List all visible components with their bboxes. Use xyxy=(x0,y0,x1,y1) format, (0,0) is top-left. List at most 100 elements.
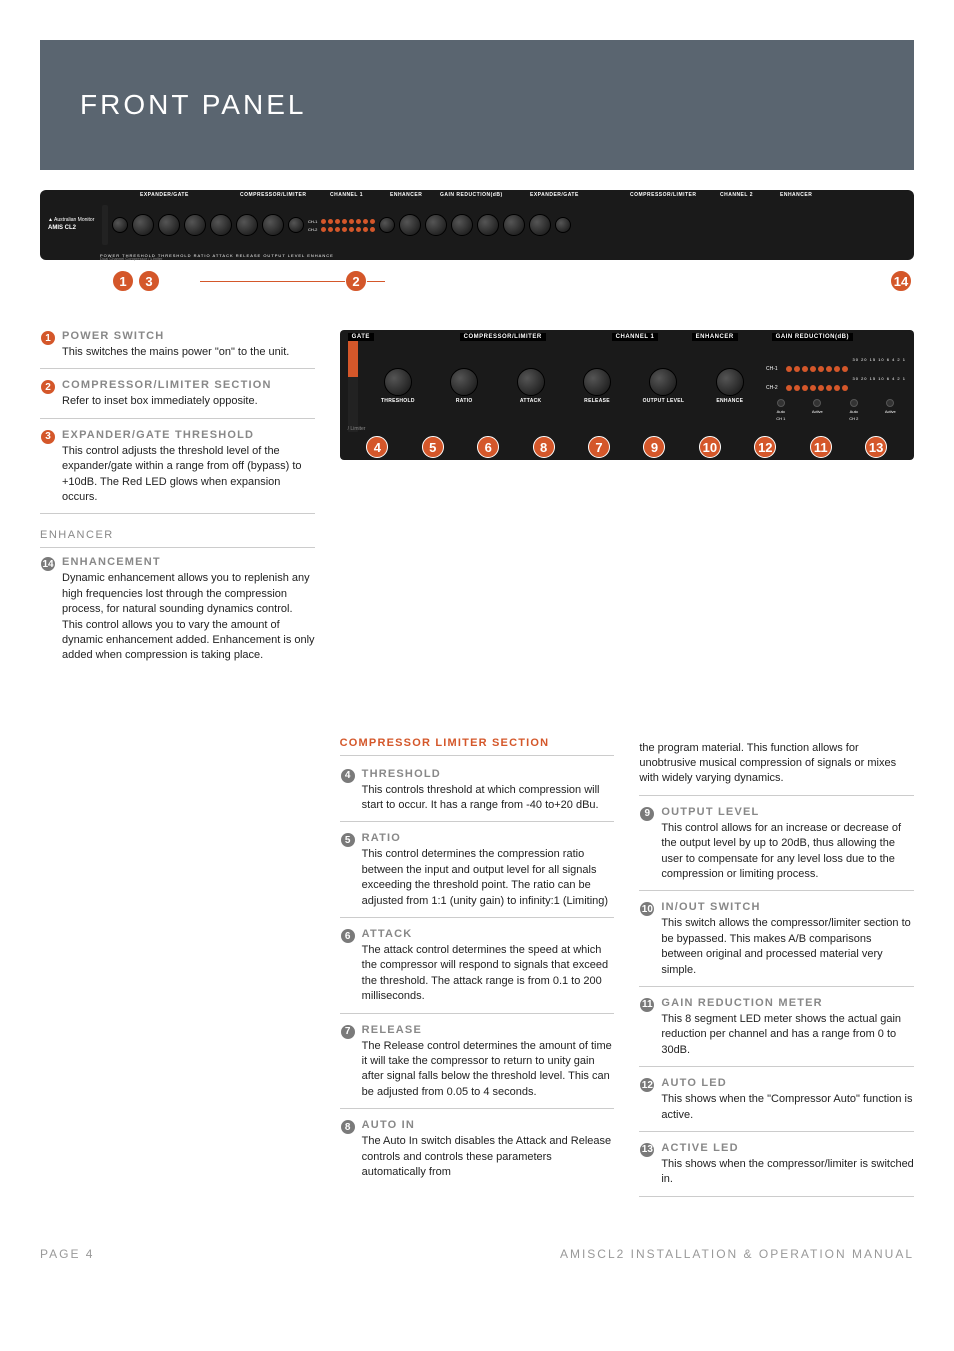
item-active-led: 13 ACTIVE LED This shows when the compre… xyxy=(639,1142,914,1197)
front-panel-full-image: EXPANDER/GATE COMPRESSOR/LIMITER CHANNEL… xyxy=(40,190,914,260)
item-in-out-switch: 10 IN/OUT SWITCH This switch allows the … xyxy=(639,901,914,987)
item-title: EXPANDER/GATE THRESHOLD xyxy=(62,429,315,441)
callout-11: 11 xyxy=(810,436,832,458)
item-title: OUTPUT LEVEL xyxy=(661,806,914,818)
item-text: Dynamic enhancement allows you to replen… xyxy=(62,571,315,663)
sect-label: EXPANDER/GATE xyxy=(530,192,579,198)
subhead-enhancer: ENHANCER xyxy=(40,529,315,548)
inset-callouts: 4 5 6 8 7 9 10 12 11 13 xyxy=(340,436,914,458)
callout-4: 4 xyxy=(366,436,388,458)
item-title: RELEASE xyxy=(362,1024,615,1036)
item-title: RATIO xyxy=(362,832,615,844)
callout-13: 13 xyxy=(865,436,887,458)
knob xyxy=(529,214,551,236)
manual-title: AMISCL2 INSTALLATION & OPERATION MANUAL xyxy=(560,1247,914,1261)
right-column: the program material. This function allo… xyxy=(639,707,914,1207)
item-title: IN/OUT SWITCH xyxy=(661,901,914,913)
item-text: The attack control determines the speed … xyxy=(362,943,615,1005)
knob xyxy=(158,214,180,236)
item-text: This shows when the compressor/limiter i… xyxy=(661,1157,914,1188)
knob xyxy=(503,214,525,236)
item-title: POWER SWITCH xyxy=(62,330,315,342)
item-text: Refer to inset box immediately opposite. xyxy=(62,394,315,409)
badge-6: 6 xyxy=(340,928,356,944)
item-attack: 6 ATTACK The attack control determines t… xyxy=(340,928,615,1014)
callout-6: 6 xyxy=(477,436,499,458)
item-text: This control adjusts the threshold level… xyxy=(62,444,315,506)
knob xyxy=(555,217,571,233)
item-text: The Auto In switch disables the Attack a… xyxy=(362,1134,615,1180)
sect-label: COMPRESSOR/LIMITER xyxy=(630,192,697,198)
item-text: This switch allows the compressor/limite… xyxy=(661,916,914,978)
item-text: This control determines the compression … xyxy=(362,847,615,909)
callout-7: 7 xyxy=(588,436,610,458)
badge-10: 10 xyxy=(639,901,655,917)
callout-14: 14 xyxy=(890,270,912,292)
callout-1: 1 xyxy=(112,270,134,292)
sect-label: CHANNEL 1 xyxy=(330,192,363,198)
item-title: COMPRESSOR/LIMITER SECTION xyxy=(62,379,315,391)
item-text: This control allows for an increase or d… xyxy=(661,821,914,883)
header-band: FRONT PANEL xyxy=(40,40,914,170)
knob xyxy=(451,214,473,236)
page-footer: PAGE 4 AMISCL2 INSTALLATION & OPERATION … xyxy=(40,1247,914,1261)
gate-led-bar xyxy=(348,340,358,432)
item-title: GAIN REDUCTION METER xyxy=(661,997,914,1009)
left-column: 1 POWER SWITCH This switches the mains p… xyxy=(40,330,315,682)
knob-threshold: THRESHOLD xyxy=(368,368,428,404)
knob xyxy=(236,214,258,236)
callout-8: 8 xyxy=(533,436,555,458)
callout-12: 12 xyxy=(754,436,776,458)
model-line: Dual Channel Compressor / Limiter xyxy=(100,256,162,261)
item-title: THRESHOLD xyxy=(362,768,615,780)
item-text: This shows when the "Compressor Auto" fu… xyxy=(661,1092,914,1123)
inset-label-enh: ENHANCER xyxy=(692,333,738,341)
inset-label-comp: COMPRESSOR/LIMITER xyxy=(460,333,546,341)
knob xyxy=(477,214,499,236)
item-auto-in: 8 AUTO IN The Auto In switch disables th… xyxy=(340,1119,615,1188)
badge-4: 4 xyxy=(340,768,356,784)
sect-label: GAIN REDUCTION(dB) xyxy=(440,192,503,198)
item-title: ENHANCEMENT xyxy=(62,556,315,568)
badge-9: 9 xyxy=(639,806,655,822)
item-enhancement: 14 ENHANCEMENT Dynamic enhancement allow… xyxy=(40,556,315,671)
page-number: PAGE 4 xyxy=(40,1247,94,1261)
content-grid: 1 POWER SWITCH This switches the mains p… xyxy=(40,330,914,1207)
item-power-switch: 1 POWER SWITCH This switches the mains p… xyxy=(40,330,315,369)
knob xyxy=(210,214,232,236)
item-ratio: 5 RATIO This control determines the comp… xyxy=(340,832,615,918)
knob-release: RELEASE xyxy=(567,368,627,404)
item-expander-gate-threshold: 3 EXPANDER/GATE THRESHOLD This control a… xyxy=(40,429,315,515)
item-auto-led: 12 AUTO LED This shows when the "Compres… xyxy=(639,1077,914,1132)
badge-1: 1 xyxy=(40,330,56,346)
knob xyxy=(184,214,206,236)
inset-sub: / Limiter xyxy=(348,426,366,432)
knob-attack: ATTACK xyxy=(500,368,560,404)
badge-11: 11 xyxy=(639,997,655,1013)
badge-7: 7 xyxy=(340,1024,356,1040)
page-title: FRONT PANEL xyxy=(80,89,306,121)
inset-label-ch: CHANNEL 1 xyxy=(612,333,659,341)
item-text: The Release control determines the amoun… xyxy=(362,1039,615,1101)
item-title: AUTO LED xyxy=(661,1077,914,1089)
item-text: This controls threshold at which compres… xyxy=(362,783,615,814)
knob xyxy=(132,214,154,236)
knob xyxy=(112,217,128,233)
knob xyxy=(288,217,304,233)
gain-reduction-block: 30 20 15 10 6 4 2 1 CH-1 30 20 15 10 6 4… xyxy=(766,351,906,421)
inset-label-gate: GATE xyxy=(348,333,374,341)
badge-3: 3 xyxy=(40,429,56,445)
item-gain-reduction-meter: 11 GAIN REDUCTION METER This 8 segment L… xyxy=(639,997,914,1067)
knob xyxy=(379,217,395,233)
sect-label: EXPANDER/GATE xyxy=(140,192,189,198)
item-output-level: 9 OUTPUT LEVEL This control allows for a… xyxy=(639,806,914,892)
item-title: ATTACK xyxy=(362,928,615,940)
badge-5: 5 xyxy=(340,832,356,848)
section-title-comp-limiter: COMPRESSOR LIMITER SECTION xyxy=(340,727,615,756)
badge-12: 12 xyxy=(639,1077,655,1093)
callout-10: 10 xyxy=(699,436,721,458)
auto-in-continuation: the program material. This function allo… xyxy=(639,741,914,796)
knob-output-level: OUTPUT LEVEL xyxy=(633,368,693,404)
panel-inset-image: GATE COMPRESSOR/LIMITER CHANNEL 1 ENHANC… xyxy=(340,330,914,460)
inset-label-gr: GAIN REDUCTION(dB) xyxy=(772,333,853,341)
